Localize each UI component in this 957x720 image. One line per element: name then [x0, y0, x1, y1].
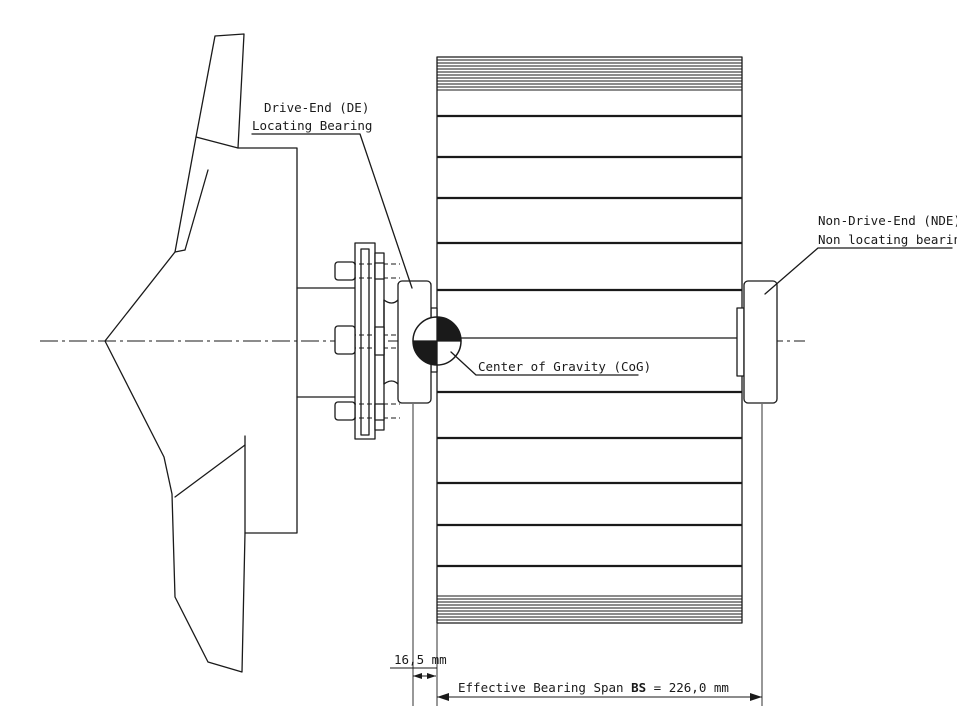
drive-housing [104, 33, 298, 673]
de-label-line2: Locating Bearing [252, 118, 372, 133]
span-label-prefix: Effective Bearing Span [458, 680, 631, 695]
leader-lines [251, 133, 953, 376]
nde-label-line1: Non-Drive-End (NDE) [818, 213, 957, 228]
cog-symbol [412, 316, 462, 366]
nde-bearing [736, 280, 778, 404]
shaft-hub [296, 287, 356, 398]
housing-inner-lines [174, 136, 246, 534]
span-label-bs: BS [631, 680, 646, 695]
offset-dimension-label: 16,5 mm [394, 652, 447, 667]
cog-label: Center of Gravity (CoG) [478, 359, 651, 374]
span-label-suffix: = 226,0 mm [646, 680, 729, 695]
nde-label-line2: Non locating bearing [818, 232, 957, 247]
dimension-lines [390, 404, 763, 706]
span-dimension-label: Effective Bearing Span BS = 226,0 mm [458, 680, 729, 695]
de-label-line1: Drive-End (DE) [264, 100, 369, 115]
roller-body [436, 56, 743, 624]
coupling-bolts [334, 261, 400, 421]
